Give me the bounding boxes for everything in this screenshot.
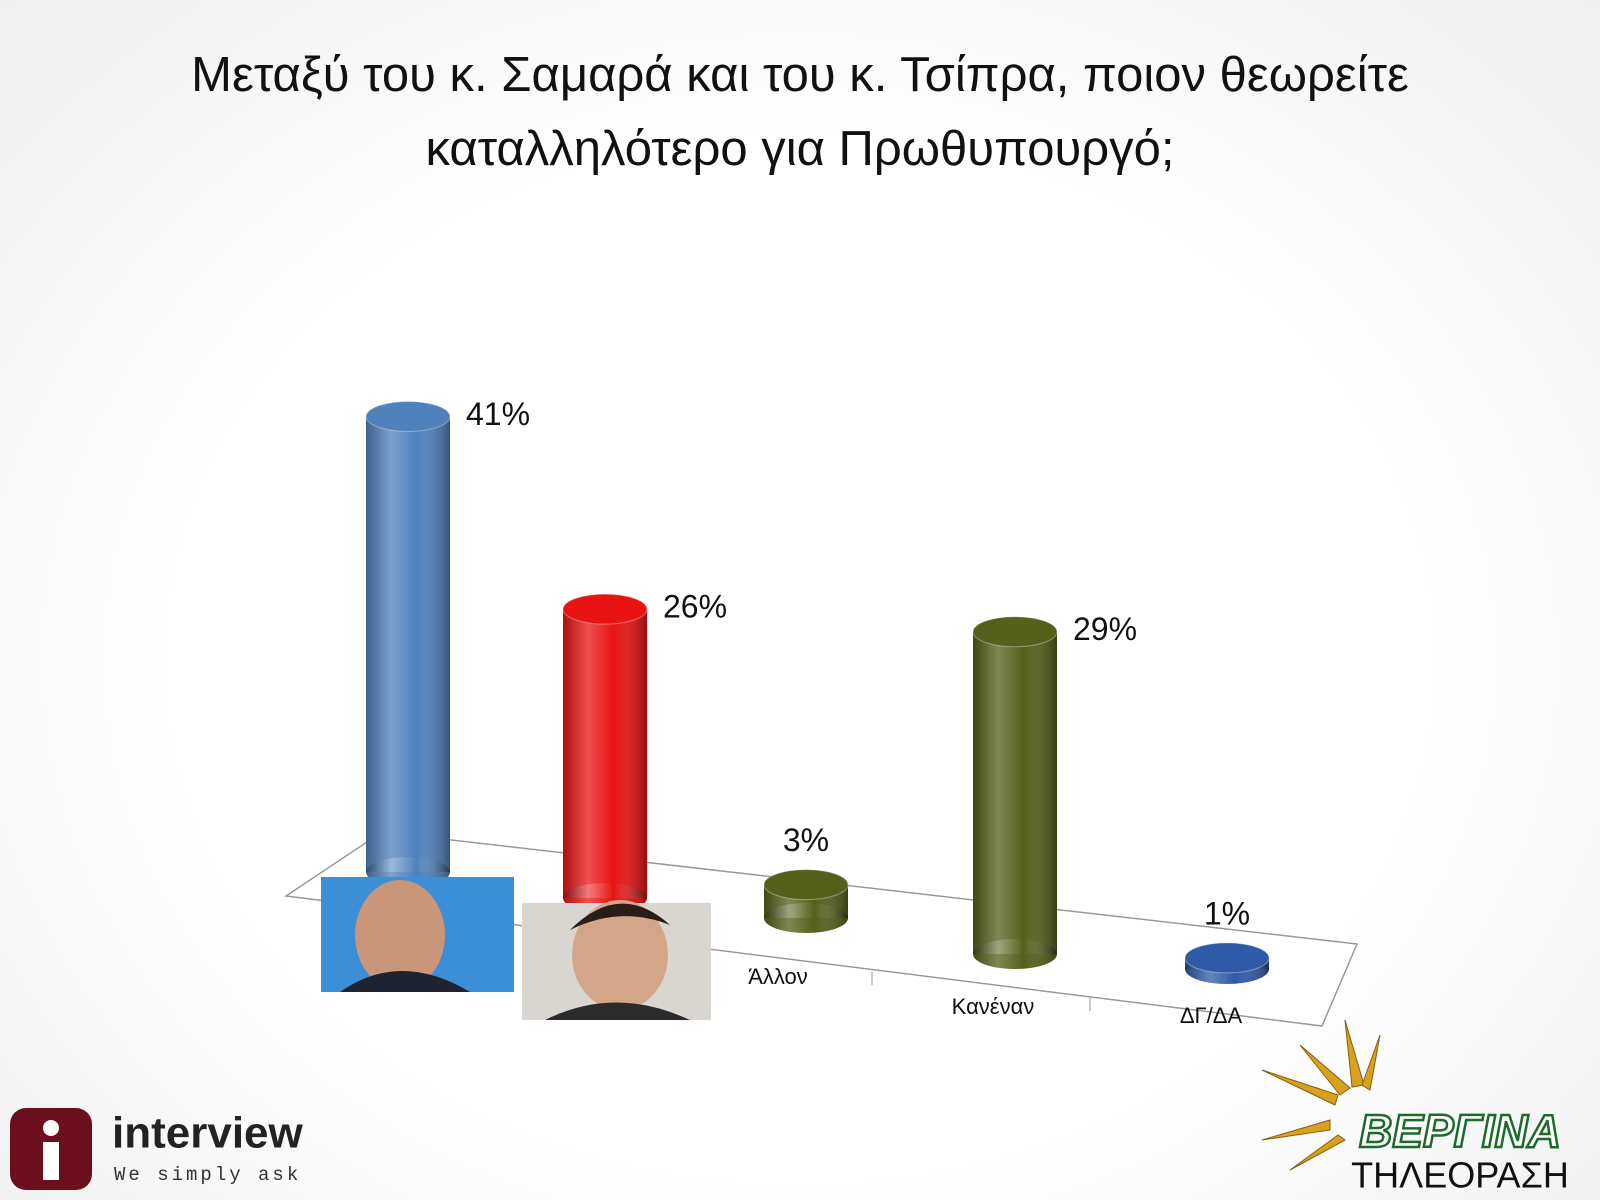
value-label: 29%	[1073, 611, 1137, 647]
value-label: 1%	[1204, 895, 1250, 931]
photo-samaras	[321, 877, 514, 992]
logo-tagline: We simply ask	[114, 1164, 301, 1186]
x-tick-label: Κανέναν	[952, 994, 1035, 1019]
bar-top	[1184, 942, 1270, 974]
bar-body-shade	[563, 609, 647, 898]
value-label: 26%	[663, 589, 727, 625]
logo-name: interview	[112, 1109, 304, 1158]
logo-name: ΒΕΡΓΙΝΑ	[1359, 1105, 1561, 1157]
chart-title: Μεταξύ του κ. Σαμαρά και του κ. Τσίπρα, …	[191, 48, 1409, 176]
bar-body-shade	[366, 416, 450, 872]
bar-body-shade	[973, 631, 1057, 954]
bar-top	[365, 400, 451, 432]
bar	[365, 400, 451, 887]
bar	[972, 616, 1058, 969]
bar-top	[763, 869, 849, 901]
bar	[1184, 942, 1270, 984]
logo-tagline: ΤΗΛΕΟΡΑΣΗ	[1351, 1155, 1569, 1196]
value-label: 3%	[783, 822, 829, 858]
logo-interview: interview We simply ask	[10, 1108, 304, 1190]
bar	[562, 593, 648, 913]
photo-tsipras	[522, 900, 711, 1020]
bar-top	[562, 593, 648, 625]
logo-vergina: ΒΕΡΓΙΝΑ ΤΗΛΕΟΡΑΣΗ	[1261, 1019, 1569, 1196]
bar	[763, 869, 849, 933]
bar-top	[972, 616, 1058, 648]
x-tick-label: Άλλον	[748, 964, 808, 989]
value-label: 41%	[466, 396, 530, 432]
x-tick-label: ΔΓ/ΔΑ	[1180, 1003, 1243, 1028]
